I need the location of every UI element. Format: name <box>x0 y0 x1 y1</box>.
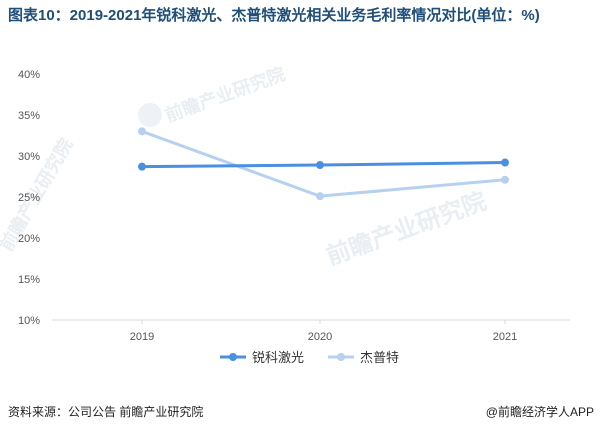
source-note: 资料来源：公司公告 前瞻产业研究院 <box>8 405 204 419</box>
y-tick-label: 35% <box>18 110 40 122</box>
brand-label: @前瞻经济学人APP <box>485 405 594 419</box>
legend: 锐科激光 杰普特 <box>220 350 399 365</box>
legend-marker-1 <box>229 353 237 361</box>
x-axis: 2019 2020 2021 <box>130 320 517 343</box>
series-1-point <box>138 162 146 171</box>
y-axis: 10% 15% 20% 25% 30% 35% 40% <box>18 69 40 327</box>
chart-area: 前瞻产业研究院 前瞻产业研究院 前瞻产业研究院 10%15%20%25%30%3… <box>0 63 570 365</box>
y-tick-label: 40% <box>18 69 40 81</box>
y-tick-label: 20% <box>18 233 40 245</box>
series-1-point <box>316 161 324 170</box>
series-group <box>138 127 509 201</box>
y-tick-label: 10% <box>18 315 40 327</box>
y-tick-label: 25% <box>18 192 40 204</box>
y-tick-label: 15% <box>18 274 40 286</box>
legend-label-1: 锐科激光 <box>252 350 304 365</box>
watermark-text-2: 前瞻产业研究院 <box>322 187 489 271</box>
x-tick-label: 2019 <box>130 331 154 343</box>
series-2-point <box>138 127 146 136</box>
series-2-point <box>501 175 509 184</box>
x-tick-label: 2020 <box>308 331 332 343</box>
watermark-text-1: 前瞻产业研究院 <box>162 63 288 126</box>
series-1-point <box>501 158 509 167</box>
legend-marker-2 <box>337 353 345 361</box>
y-tick-label: 30% <box>18 151 40 163</box>
legend-label-2: 杰普特 <box>360 350 399 365</box>
chart-title: 图表10：2019-2021年锐科激光、杰普特激光相关业务毛利率情况对比(单位：… <box>8 7 540 24</box>
x-tick-label: 2021 <box>493 331 517 343</box>
series-2-point <box>316 192 324 201</box>
